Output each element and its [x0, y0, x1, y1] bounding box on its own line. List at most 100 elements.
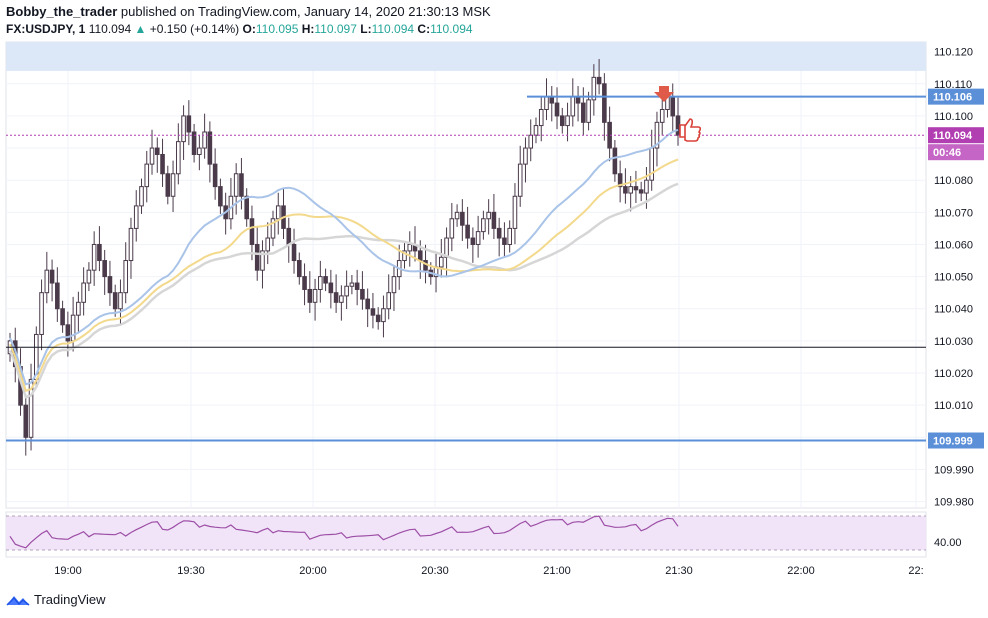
publish-info: Bobby_the_trader published on TradingVie…	[6, 4, 491, 19]
candle-body	[628, 186, 633, 194]
candle-body	[170, 173, 176, 197]
candle-body	[670, 96, 676, 117]
candle-body	[470, 237, 476, 245]
x-tick-label: 22:00	[787, 565, 815, 577]
candle-body	[612, 147, 618, 175]
change: +0.150 (+0.14%)	[149, 22, 240, 36]
candle-body	[28, 378, 34, 438]
candle-body	[617, 173, 623, 188]
countdown-label: 00:46	[933, 147, 961, 159]
ma-fast-line	[9, 128, 679, 386]
candle-body	[349, 282, 355, 287]
candle-body	[391, 276, 397, 294]
candle-body	[212, 163, 218, 188]
candle-body	[97, 243, 102, 262]
candle-body	[265, 237, 271, 252]
down-arrow-icon	[654, 86, 674, 102]
candle-body	[44, 269, 50, 294]
x-tick-label: 21:30	[665, 565, 693, 577]
x-tick-label: 21:00	[543, 565, 571, 577]
candle-body	[517, 163, 523, 197]
candle-body	[633, 186, 639, 191]
symbol-bar: FX:USDJPY, 1 110.094 ▲ +0.150 (+0.14%) O…	[6, 22, 473, 36]
candle-body	[23, 404, 29, 438]
candle-body	[417, 250, 423, 262]
candle-body	[139, 186, 144, 207]
candle-body	[270, 218, 276, 239]
high-label: H:	[301, 22, 315, 36]
candle-body	[354, 282, 360, 290]
candle-body	[302, 276, 307, 290]
brand-name[interactable]: TradingView	[34, 592, 106, 607]
candle-body	[360, 288, 365, 300]
candle-body	[528, 134, 534, 149]
ma-mid-line	[9, 158, 679, 392]
candle-body	[296, 260, 302, 278]
low-label: L:	[360, 22, 372, 36]
candle-body	[586, 99, 591, 123]
x-tick-label: 19:00	[54, 565, 82, 577]
rsi-line	[9, 515, 679, 549]
y-tick-label: 110.050	[934, 272, 973, 284]
close-label: C:	[417, 22, 431, 36]
candle-body	[128, 227, 134, 262]
resistance-price-label-bg	[928, 88, 984, 105]
candle-body	[165, 173, 171, 197]
candle-body	[149, 147, 155, 165]
tradingview-logo-icon	[6, 595, 30, 606]
candle-body	[275, 205, 281, 220]
candle-body	[596, 76, 602, 85]
candle-body	[39, 292, 44, 335]
candle-body	[570, 96, 576, 117]
candle-body	[554, 102, 560, 117]
countdown-label-bg	[928, 144, 984, 161]
candle-body	[502, 237, 507, 245]
author-name[interactable]: Bobby_the_trader	[6, 4, 118, 19]
candle-body	[202, 131, 207, 149]
candle-body	[291, 243, 297, 262]
resistance-price-label: 110.106	[933, 92, 972, 104]
candle-body	[638, 189, 644, 194]
candle-body	[191, 131, 197, 155]
candle-body	[318, 276, 323, 290]
y-tick-label: 110.080	[934, 175, 973, 187]
candle-body	[102, 260, 107, 278]
y-tick-label: 110.070	[934, 207, 973, 219]
candle-body	[507, 227, 512, 245]
candle-body	[339, 295, 344, 303]
candle-body	[233, 173, 239, 197]
supply-zone	[6, 42, 926, 71]
y-tick-label: 110.020	[934, 368, 973, 380]
candle-body	[307, 288, 313, 303]
candle-body	[81, 282, 86, 303]
candle-body	[659, 108, 665, 123]
candle-body	[118, 292, 123, 310]
candle-body	[70, 314, 76, 342]
candle-body	[186, 115, 192, 133]
y-tick-label: 109.980	[934, 497, 974, 509]
candle-body	[144, 163, 150, 188]
candle-body	[197, 147, 202, 155]
candle-body	[439, 256, 444, 268]
candle-body	[370, 308, 376, 316]
candle-body	[160, 153, 165, 175]
candle-body	[344, 285, 349, 297]
candle-body	[581, 102, 586, 123]
y-tick-label: 110.060	[934, 239, 973, 251]
y-tick-label: 110.030	[934, 336, 973, 348]
candle-body	[386, 292, 392, 310]
candle-body	[60, 308, 65, 326]
last-price: 110.094	[88, 22, 132, 36]
symbol[interactable]: FX:USDJPY, 1	[6, 22, 86, 36]
rsi-tick-label: 40.00	[934, 537, 962, 549]
candle-body	[402, 250, 407, 262]
candle-body	[286, 227, 292, 245]
candle-body	[333, 292, 339, 303]
candle-body	[218, 186, 223, 207]
y-tick-label: 109.990	[934, 464, 974, 476]
candle-body	[107, 276, 113, 294]
candle-body	[481, 218, 486, 233]
y-tick-label: 110.010	[934, 400, 973, 412]
candle-body	[49, 269, 55, 284]
